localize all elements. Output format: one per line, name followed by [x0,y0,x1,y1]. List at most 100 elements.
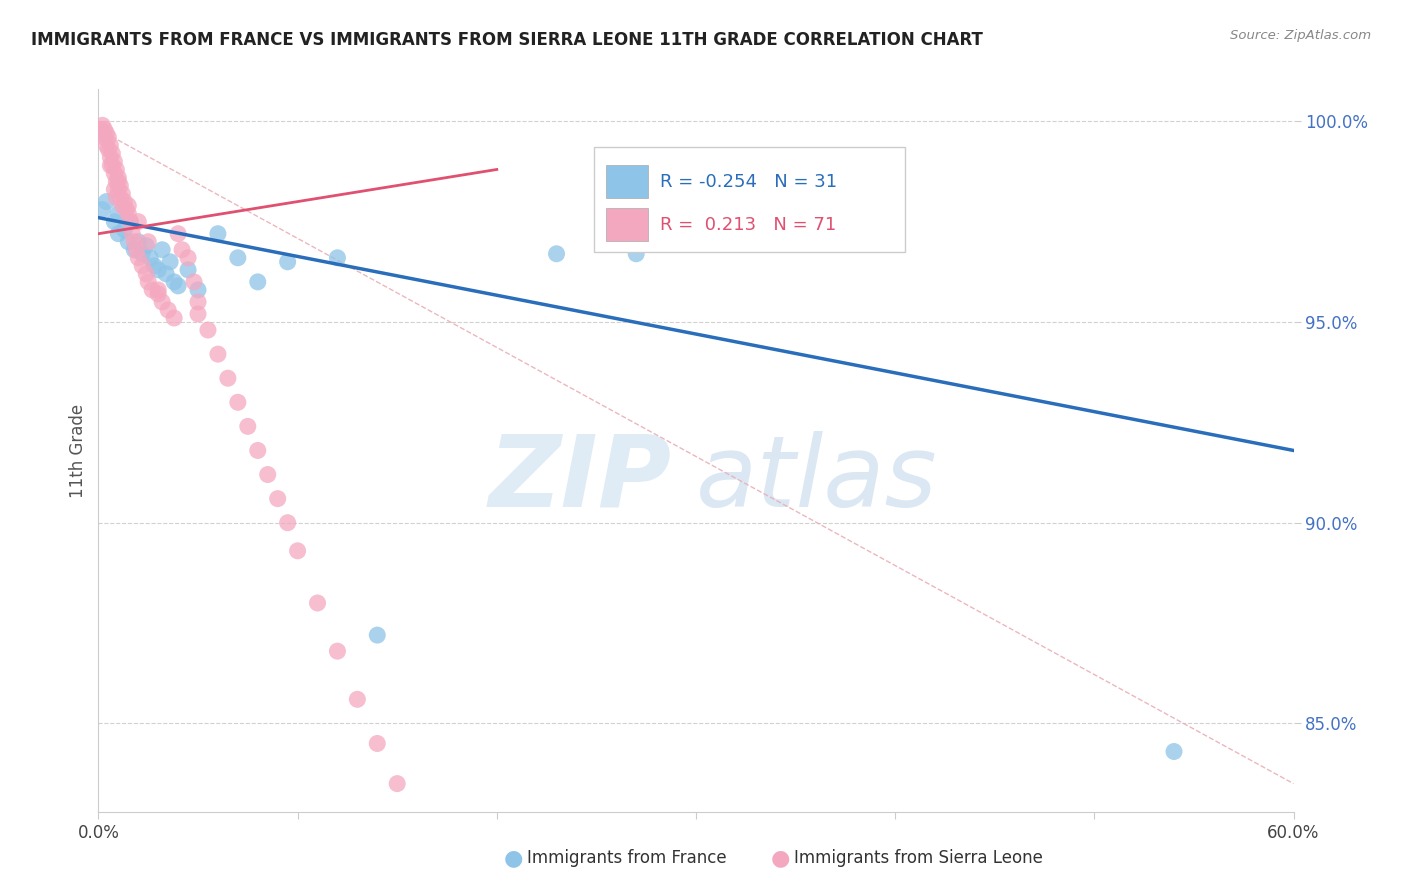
Point [125,243,148,257]
Point [112,194,135,209]
Point [246,275,269,289]
Point [127,215,149,229]
Point [267,491,290,506]
Point [436,869,458,883]
Point [98,151,122,165]
Point [159,255,181,269]
Point [107,207,129,221]
Point [107,170,129,185]
Point [98,138,122,153]
Point [177,251,200,265]
Text: Source: ZipAtlas.com: Source: ZipAtlas.com [1230,29,1371,42]
Point [120,215,142,229]
Point [110,191,132,205]
Point [93,130,115,145]
Point [217,371,239,385]
Point [226,395,249,409]
Point [124,235,146,249]
Point [148,287,170,301]
Point [277,255,299,269]
Point [105,162,128,177]
Point [117,199,139,213]
Point [326,644,349,658]
Point [207,227,229,241]
Point [135,267,157,281]
Point [150,243,173,257]
Point [101,146,124,161]
Point [183,275,205,289]
Point [385,777,409,791]
Point [107,175,129,189]
Point [287,544,309,558]
Text: ZIP: ZIP [489,431,672,528]
Point [117,235,139,249]
Text: ●: ● [770,848,790,868]
Point [91,202,114,217]
Point [135,239,157,253]
Point [277,516,299,530]
Point [150,295,173,310]
Point [155,267,177,281]
Point [148,283,170,297]
Point [103,154,125,169]
Point [187,307,209,321]
Point [163,275,186,289]
Point [96,194,118,209]
Point [207,347,229,361]
Point [105,191,128,205]
FancyBboxPatch shape [595,147,905,252]
Point [97,130,120,145]
Point [157,303,180,318]
Point [246,443,269,458]
Point [346,692,368,706]
Point [103,183,125,197]
Point [105,175,128,189]
Point [131,247,153,261]
Point [326,251,349,265]
Point [121,227,143,241]
Point [111,186,134,201]
Point [89,122,111,136]
Bar [606,165,648,198]
Point [197,323,219,337]
Point [107,183,129,197]
Point [96,127,118,141]
Point [307,596,329,610]
Point [91,119,114,133]
Point [141,283,163,297]
Point [96,138,118,153]
Point [127,251,149,265]
Point [167,279,190,293]
Point [256,467,278,482]
Point [236,419,259,434]
Point [93,122,115,136]
Point [226,251,249,265]
Text: R = -0.254   N = 31: R = -0.254 N = 31 [661,173,837,191]
Point [103,167,125,181]
Point [124,243,146,257]
Point [187,295,209,310]
Text: Immigrants from France: Immigrants from France [527,849,727,867]
Point [167,227,190,241]
Point [110,178,132,193]
Point [111,199,134,213]
Point [406,821,429,835]
Point [172,243,194,257]
Point [131,259,153,273]
Point [112,223,135,237]
Point [187,283,209,297]
Text: IMMIGRANTS FROM FRANCE VS IMMIGRANTS FROM SIERRA LEONE 11TH GRADE CORRELATION CH: IMMIGRANTS FROM FRANCE VS IMMIGRANTS FRO… [31,31,983,49]
Point [127,235,149,249]
Y-axis label: 11th Grade: 11th Grade [69,403,87,498]
Text: atlas: atlas [696,431,938,528]
Point [366,628,388,642]
Point [366,737,388,751]
Bar [606,209,648,241]
Point [120,215,142,229]
Point [163,311,186,326]
Point [143,259,166,273]
Point [101,159,124,173]
Point [626,247,648,261]
Point [91,127,114,141]
Point [139,251,162,265]
